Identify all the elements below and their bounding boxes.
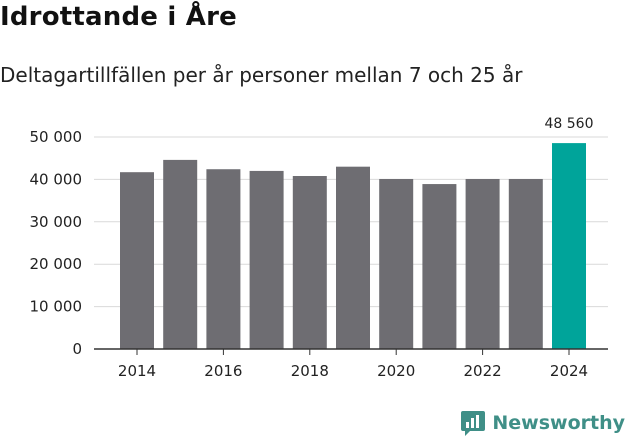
bar-2015[interactable] <box>163 159 198 349</box>
bar-2020[interactable] <box>379 178 414 349</box>
bar-2021[interactable] <box>422 184 457 349</box>
bar-2017[interactable] <box>249 170 284 349</box>
bar-2023[interactable] <box>508 178 543 349</box>
chart-title: Idrottande i Åre <box>0 2 237 32</box>
y-tick-label: 30 000 <box>30 213 83 231</box>
bar-2014[interactable] <box>120 172 154 349</box>
x-tick-label: 2018 <box>291 362 329 380</box>
y-tick-label: 50 000 <box>30 128 83 146</box>
x-tick-label: 2020 <box>377 362 415 380</box>
bar-2016[interactable] <box>206 169 241 349</box>
bar-2022[interactable] <box>465 178 500 349</box>
x-tick-label: 2016 <box>204 362 242 380</box>
y-tick-label: 0 <box>72 340 82 358</box>
x-tick-label: 2024 <box>550 362 588 380</box>
y-tick-label: 20 000 <box>30 255 83 273</box>
y-tick-label: 40 000 <box>30 170 83 188</box>
bar-2019[interactable] <box>336 166 370 349</box>
brand-logo[interactable]: Newsworthy <box>460 409 625 437</box>
chart-subtitle: Deltagartillfällen per år personer mella… <box>0 63 523 87</box>
newsworthy-logo-icon <box>461 411 486 436</box>
x-tick-label: 2014 <box>118 362 156 380</box>
y-tick-label: 10 000 <box>30 298 83 316</box>
brand-name: Newsworthy <box>492 412 625 434</box>
bar-2018[interactable] <box>292 176 327 349</box>
bar-highlight-2024[interactable] <box>552 143 586 349</box>
data-label: 48 560 <box>545 116 594 132</box>
x-tick-label: 2022 <box>464 362 502 380</box>
